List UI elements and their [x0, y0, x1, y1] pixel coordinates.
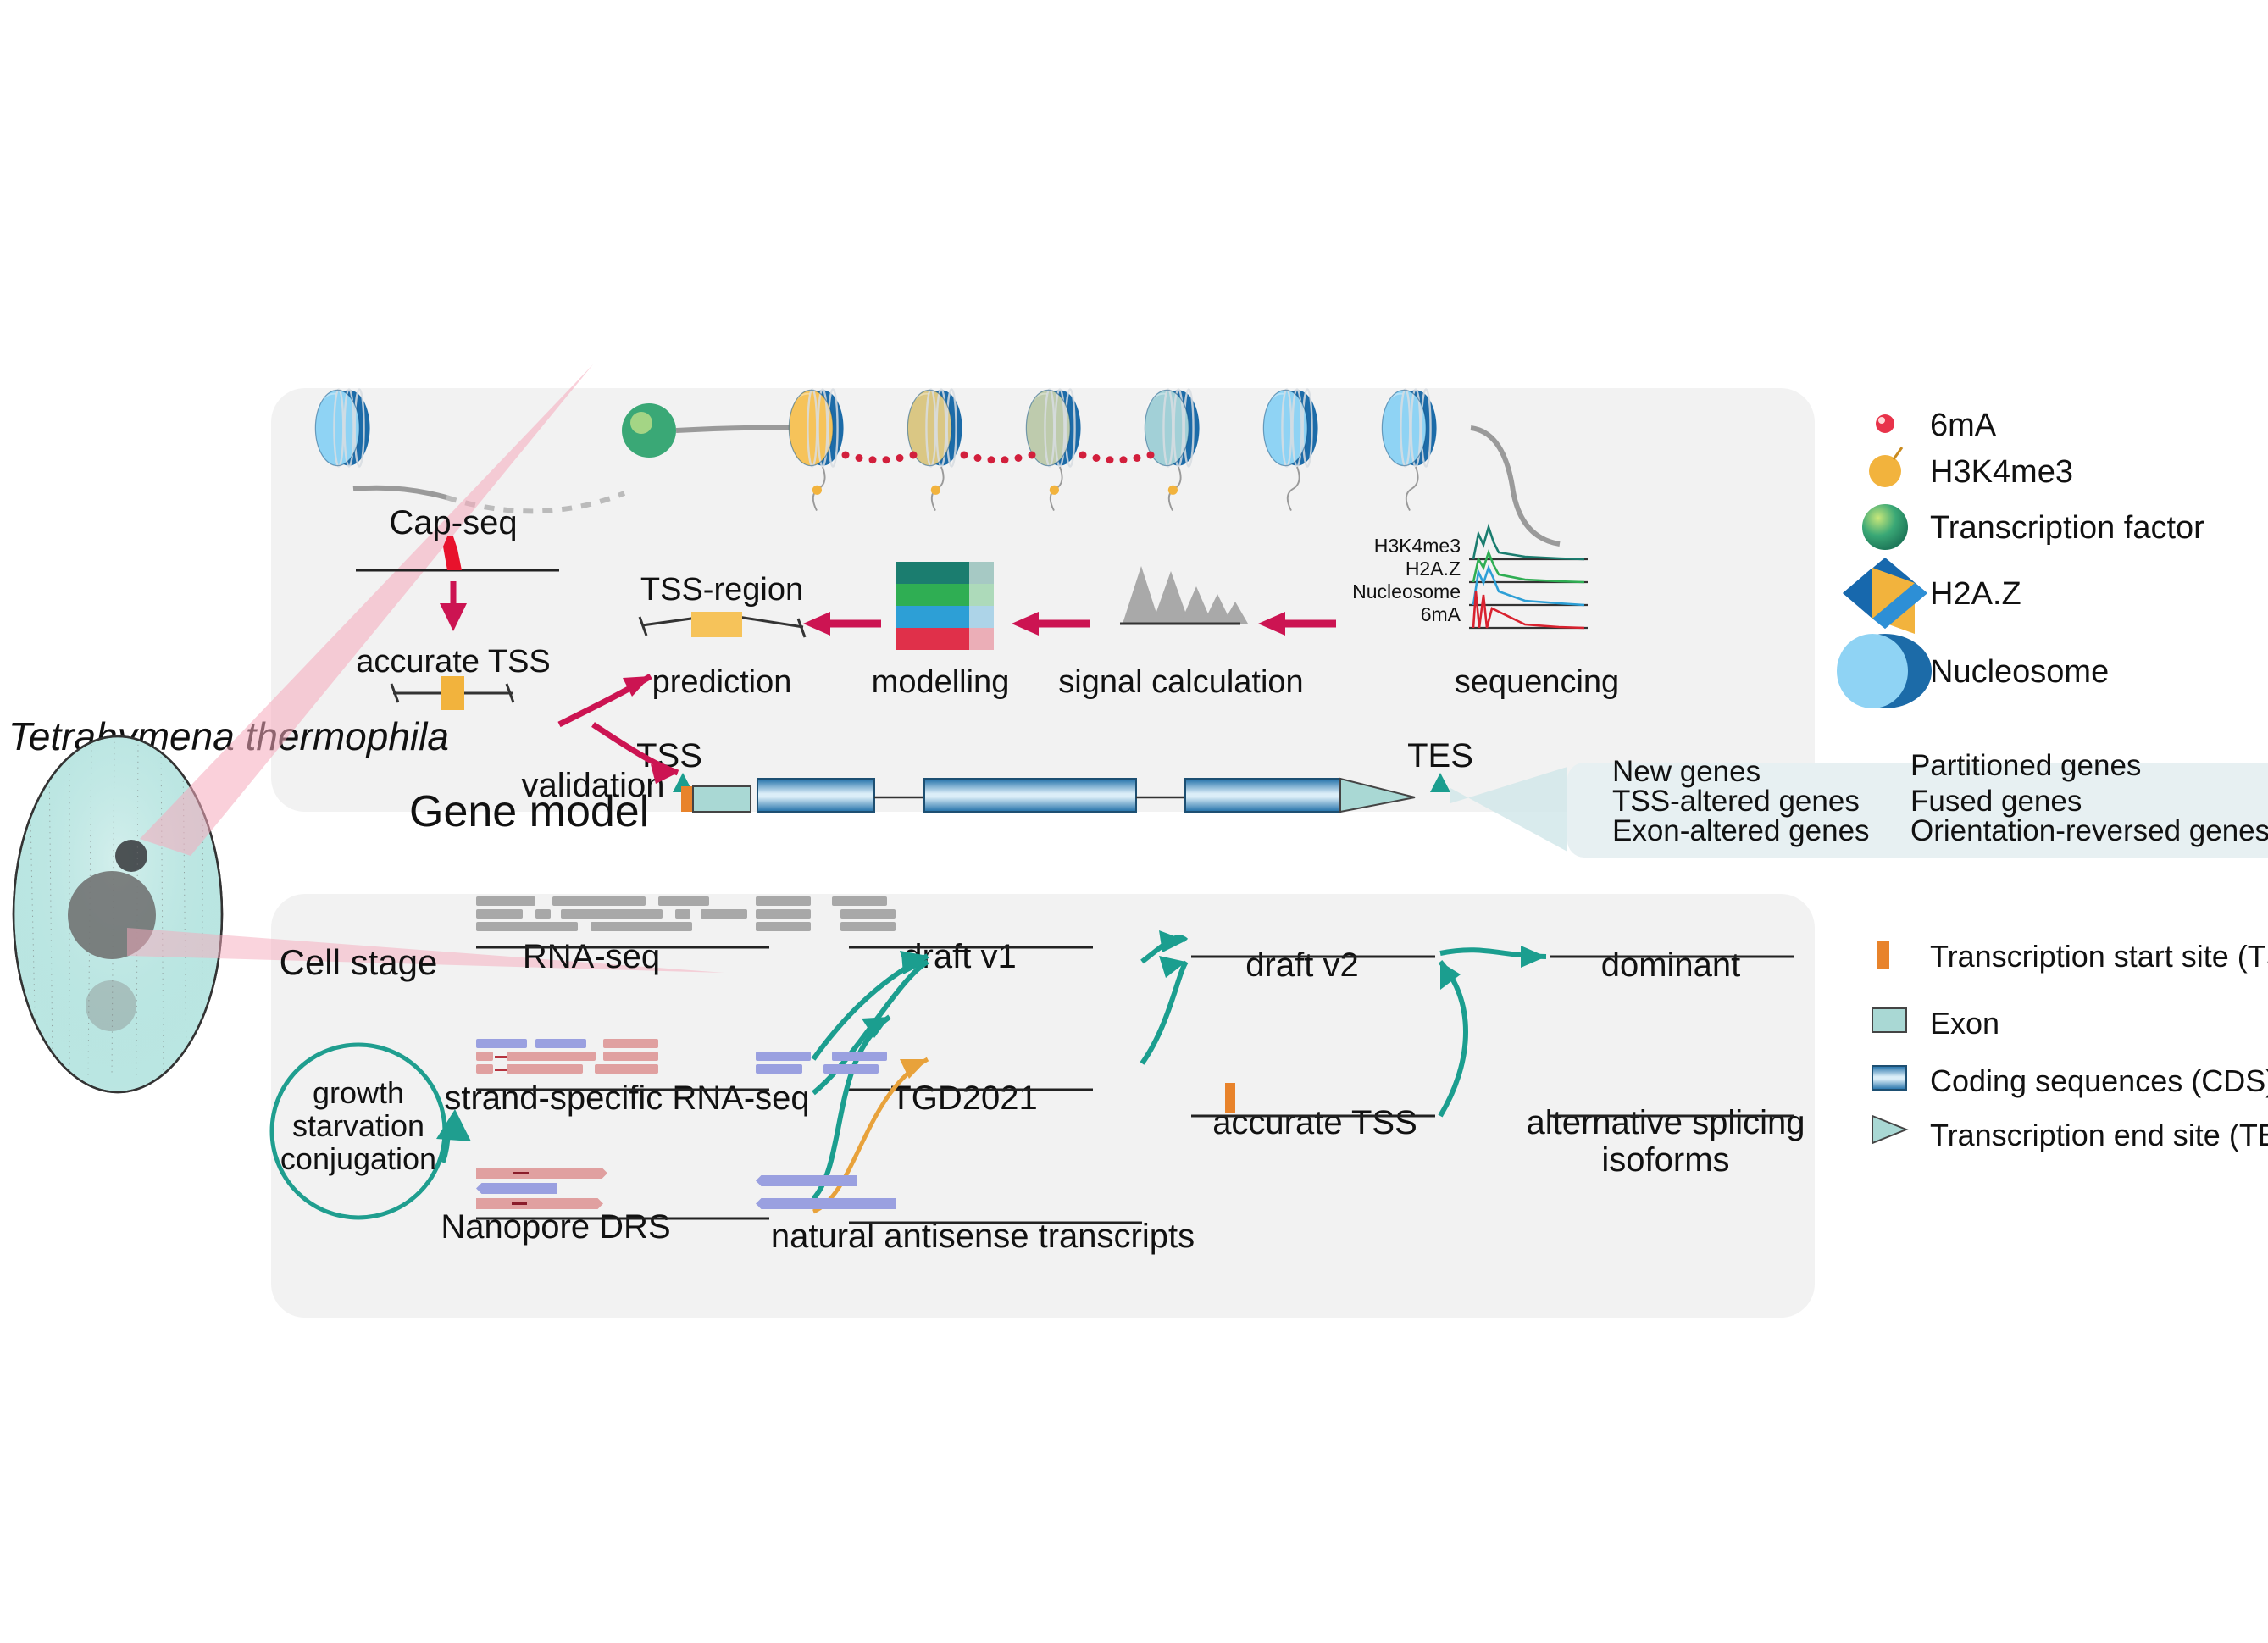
svg-text:TSS-altered genes: TSS-altered genes: [1612, 785, 1860, 818]
svg-text:Transcription factor: Transcription factor: [1930, 510, 2204, 546]
svg-text:prediction: prediction: [652, 664, 792, 700]
svg-text:H3K4me3: H3K4me3: [1374, 535, 1461, 557]
svg-text:Coding sequences (CDS): Coding sequences (CDS): [1930, 1063, 2268, 1098]
svg-text:TGD2021: TGD2021: [890, 1080, 1037, 1117]
svg-text:Nucleosome: Nucleosome: [1352, 580, 1461, 602]
svg-text:6mA: 6mA: [1930, 408, 1997, 443]
svg-text:conjugation: conjugation: [280, 1141, 436, 1176]
svg-text:H2A.Z: H2A.Z: [1930, 576, 2021, 612]
svg-text:Partitioned genes: Partitioned genes: [1910, 749, 2141, 782]
svg-text:Exon: Exon: [1930, 1006, 1999, 1041]
svg-text:modelling: modelling: [872, 664, 1010, 700]
svg-text:H3K4me3: H3K4me3: [1930, 454, 2073, 490]
svg-text:dominant: dominant: [1601, 946, 1741, 984]
svg-text:strand-specific RNA-seq: strand-specific RNA-seq: [444, 1080, 809, 1117]
svg-text:TES: TES: [1407, 737, 1473, 774]
svg-text:Gene model: Gene model: [409, 787, 649, 836]
svg-text:Transcription end site (TES): Transcription end site (TES): [1930, 1118, 2268, 1152]
svg-text:Exon-altered genes: Exon-altered genes: [1612, 814, 1870, 847]
svg-text:sequencing: sequencing: [1455, 664, 1619, 700]
svg-text:accurate TSS: accurate TSS: [1212, 1104, 1417, 1141]
svg-text:TSS-region: TSS-region: [640, 572, 803, 608]
svg-text:accurate TSS: accurate TSS: [356, 644, 551, 680]
svg-text:Transcription start site (TSS): Transcription start site (TSS): [1930, 939, 2268, 974]
svg-text:Orientation-reversed genes: Orientation-reversed genes: [1910, 814, 2268, 847]
svg-text:signal calculation: signal calculation: [1058, 664, 1303, 700]
svg-text:draft v2: draft v2: [1245, 946, 1358, 984]
svg-text:alternative splicing: alternative splicing: [1526, 1104, 1805, 1141]
svg-text:RNA-seq: RNA-seq: [523, 938, 660, 975]
svg-text:Cap-seq: Cap-seq: [389, 504, 517, 541]
svg-text:Nanopore DRS: Nanopore DRS: [441, 1208, 670, 1246]
svg-text:Nucleosome: Nucleosome: [1930, 654, 2109, 690]
svg-text:Fused genes: Fused genes: [1910, 785, 2082, 818]
svg-text:6mA: 6mA: [1421, 603, 1461, 625]
svg-text:New genes: New genes: [1612, 755, 1761, 788]
svg-text:H2A.Z: H2A.Z: [1406, 558, 1461, 580]
svg-text:isoforms: isoforms: [1601, 1141, 1729, 1179]
svg-text:growth: growth: [313, 1075, 404, 1110]
svg-text:starvation: starvation: [292, 1108, 424, 1143]
svg-text:Cell stage: Cell stage: [280, 942, 438, 982]
